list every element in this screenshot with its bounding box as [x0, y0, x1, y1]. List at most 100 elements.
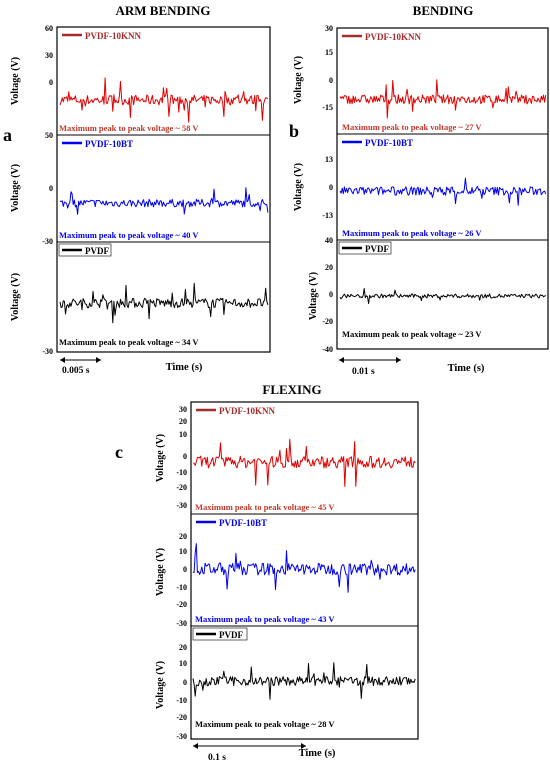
- panel-c-ylabel-2: Voltage (V): [155, 548, 166, 596]
- trace-c-pvdf-10knn: [192, 438, 416, 487]
- panel-a-ytick-2-1: 0: [49, 184, 53, 193]
- panel-c-ytick-2-1: 10: [179, 547, 187, 556]
- trace-b-pvdf: [339, 288, 546, 305]
- panel-c-ytick-2-4: -20: [176, 600, 187, 609]
- panel-a-ylabel-1: Voltage (V): [10, 57, 21, 105]
- panel-c-ytick-3-1: 10: [179, 659, 187, 668]
- trace-a-pvdf-10bt: [59, 187, 269, 215]
- panel-a-xlabel: Time (s): [166, 362, 203, 373]
- trace-a-pvdf: [59, 282, 269, 324]
- panel-b-ytick-3-2: 0: [329, 290, 333, 299]
- panel-c-annotation-3: Maximum peak to peak voltage ~ 28 V: [195, 719, 335, 729]
- panel-b-scale-arrow-left: [339, 357, 344, 363]
- panel-a-frame: [56, 26, 271, 353]
- panel-b-annotation-2: Maximum peak to peak voltage ~ 26 V: [342, 228, 482, 238]
- panel-b-ylabel-2: Voltage (V): [293, 163, 304, 211]
- panel-b-legend-3: PVDF: [338, 241, 392, 255]
- panel-b-legend-text-3: PVDF: [365, 244, 389, 254]
- panel-b-annotation-3: Maximum peak to peak voltage ~ 23 V: [342, 329, 482, 339]
- trace-c-pvdf: [192, 662, 416, 700]
- panel-a-ytick-1-0: 60: [45, 24, 53, 33]
- panel-b-ylabel-3: Voltage (V): [308, 272, 319, 320]
- panel-b-legend-1: PVDF-10KNN: [339, 30, 421, 42]
- panel-a-label: a: [3, 125, 12, 145]
- panel-b-scale-arrow-right: [396, 357, 401, 363]
- trace-a-pvdf-10knn: [59, 77, 269, 123]
- panel-b-scale-label: 0.01 s: [352, 367, 375, 377]
- panel-c-legend-2: PVDF-10BT: [193, 516, 267, 528]
- panel-b-ytick-3-1: 20: [325, 263, 333, 272]
- panel-b-ytick-2-0: 13: [325, 155, 333, 164]
- panel-c-ytick-1-1: 20: [179, 417, 187, 426]
- panel-c-ytick-3-5: -30: [176, 732, 187, 741]
- panel-c-label: c: [115, 442, 123, 462]
- signal-traces: [59, 77, 547, 700]
- panel-c-ytick-1-2: 10: [179, 430, 187, 439]
- panel-b-ytick-1-3: -15: [322, 103, 333, 112]
- trace-b-pvdf-10knn: [339, 79, 547, 119]
- panel-c-ytick-2-3: -10: [176, 583, 187, 592]
- panel-b-ytick-1-1: 15: [325, 48, 333, 57]
- panel-c-title: FLEXING: [262, 382, 321, 397]
- panel-b-ytick-3-0: 40: [325, 236, 333, 245]
- panel-c-ytick-3-2: 0: [183, 678, 187, 687]
- panel-c-annotation-2: Maximum peak to peak voltage ~ 43 V: [195, 614, 335, 624]
- panel-a-ytick-2-0: 50: [45, 131, 53, 140]
- panel-a-legend-text-2: PVDF-10BT: [85, 139, 133, 149]
- panel-c-ytick-1-6: -30: [176, 501, 187, 510]
- panel-c-ytick-1-0: 30: [179, 405, 187, 414]
- panel-c-ytick-1-4: -10: [176, 468, 187, 477]
- panel-b-legend-text-2: PVDF-10BT: [365, 138, 413, 148]
- panel-a-legend-2: PVDF-10BT: [59, 137, 133, 149]
- panel-c-scale-label: 0.1 s: [208, 753, 226, 763]
- panel-a-legend-text-1: PVDF-10KNN: [85, 31, 141, 41]
- panel-c-ytick-3-0: 20: [179, 643, 187, 652]
- panel-a-ytick-1-2: 0: [49, 78, 53, 87]
- panel-a-annotation-3: Maximum peak to peak voltage ~ 34 V: [59, 337, 199, 347]
- panel-a-legend-1: PVDF-10KNN: [59, 29, 141, 41]
- panel-a-annotation-2: Maximum peak to peak voltage ~ 40 V: [59, 230, 199, 240]
- panel-b-ytick-2-2: -13: [322, 211, 333, 220]
- panel-a-ytick-3-0: -30: [42, 347, 53, 356]
- panel-a: ARM BENDING a Voltage (V) 60 30 0 -30 PV…: [3, 3, 271, 376]
- panel-a-ylabel-2: Voltage (V): [10, 164, 21, 212]
- trace-c-pvdf-10bt: [192, 543, 416, 593]
- panel-c-annotation-1: Maximum peak to peak voltage ~ 45 V: [195, 502, 335, 512]
- panel-b-ytick-1-2: 0: [329, 76, 333, 85]
- panel-a-title: ARM BENDING: [116, 3, 211, 18]
- panel-c-legend-1: PVDF-10KNN: [193, 404, 275, 416]
- panel-b-label: b: [289, 121, 299, 141]
- panel-a-ytick-1-3: -30: [42, 237, 53, 246]
- panel-c-ytick-1-3: 0: [183, 452, 187, 461]
- panel-c-legend-text-2: PVDF-10BT: [219, 518, 267, 528]
- panel-c-xlabel: Time (s): [299, 748, 336, 759]
- panel-b-legend-text-1: PVDF-10KNN: [365, 32, 421, 42]
- panel-b-ytick-3-3: -20: [322, 317, 333, 326]
- panel-c-ylabel-3: Voltage (V): [155, 661, 166, 709]
- trace-b-pvdf-10bt: [339, 177, 547, 206]
- panel-c-ytick-3-3: -10: [176, 696, 187, 705]
- panel-a-legend-3: PVDF: [58, 243, 112, 257]
- panel-a-ytick-1-1: 30: [45, 51, 53, 60]
- panel-c-legend-text-3: PVDF: [219, 630, 243, 640]
- panel-c-scale-arrow-right: [301, 743, 306, 749]
- panel-b-ytick-2-1: 0: [329, 183, 333, 192]
- panel-b-xlabel: Time (s): [448, 363, 485, 374]
- panel-b-ylabel-1: Voltage (V): [293, 56, 304, 104]
- panel-a-scale-arrow-right: [96, 357, 101, 363]
- panel-b-ytick-3-4: -40: [322, 345, 333, 354]
- panel-c: FLEXING c Voltage (V) 30 20 10 0 -10 -20…: [115, 382, 419, 763]
- panel-b-annotation-1: Maximum peak to peak voltage ~ 27 V: [342, 122, 482, 132]
- panel-b-title: BENDING: [413, 3, 474, 18]
- panel-a-annotation-1: Maximum peak to peak voltage ~ 58 V: [59, 123, 199, 133]
- panel-b-frame: [336, 27, 549, 350]
- panel-b: BENDING b Voltage (V) 30 15 0 -15 PVDF-1…: [289, 3, 549, 377]
- panel-a-ylabel-3: Voltage (V): [10, 273, 21, 321]
- panel-a-scale-label: 0.005 s: [62, 366, 90, 376]
- panel-a-legend-text-3: PVDF: [85, 246, 109, 256]
- panel-c-frame: [190, 401, 419, 740]
- panel-c-ytick-2-0: 20: [179, 532, 187, 541]
- panel-c-ytick-2-2: 0: [183, 565, 187, 574]
- panel-c-legend-text-1: PVDF-10KNN: [219, 406, 275, 416]
